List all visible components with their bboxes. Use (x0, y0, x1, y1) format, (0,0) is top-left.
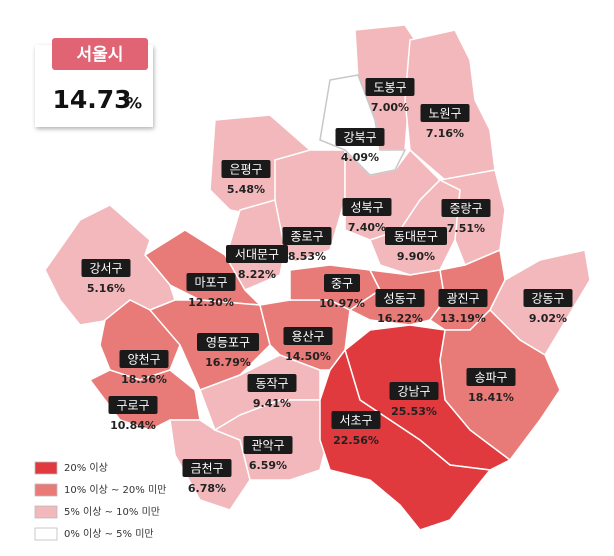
district-name: 도봉구 (373, 81, 406, 95)
district-name: 마포구 (194, 276, 227, 290)
district-value: 10.97% (319, 297, 365, 310)
district-value: 7.40% (348, 221, 386, 234)
legend-label: 0% 이상 ~ 5% 미만 (64, 528, 154, 540)
district-name: 성동구 (383, 292, 416, 306)
district-name-box (438, 289, 488, 307)
district-value: 18.41% (468, 391, 514, 404)
district-value: 7.51% (447, 222, 485, 235)
district-name: 송파구 (474, 371, 507, 385)
district-name: 강동구 (531, 292, 564, 306)
district-value: 14.50% (285, 350, 331, 363)
district-name: 중랑구 (449, 202, 482, 216)
district-name-box (226, 245, 288, 263)
district-value: 22.56% (333, 434, 379, 447)
legend-swatch (34, 483, 58, 497)
district-name-box (119, 350, 169, 368)
district-area (319, 74, 407, 176)
legend-swatch (34, 461, 58, 475)
summary-region: 서울시 (77, 45, 124, 65)
district-name-box (375, 289, 425, 307)
district-name-box (324, 274, 360, 292)
district-name: 서초구 (339, 414, 372, 428)
district-value: 12.30% (188, 296, 234, 309)
legend-swatch (34, 527, 58, 541)
summary-value: 14.73 (52, 85, 131, 114)
district-value: 13.19% (440, 312, 486, 325)
summary-ribbon (52, 38, 148, 70)
district-name: 중구 (331, 277, 353, 291)
district-name: 용산구 (291, 330, 324, 344)
district-name: 강남구 (397, 385, 430, 399)
district-value: 9.41% (253, 397, 291, 410)
district-value: 5.48% (227, 183, 265, 196)
district-value: 8.22% (238, 268, 276, 281)
district-value: 8.53% (288, 250, 326, 263)
district-name-box (182, 459, 232, 477)
legend-swatch (34, 505, 58, 519)
district-name-box (197, 333, 259, 351)
district-name-box (441, 199, 491, 217)
legend-label: 5% 이상 ~ 10% 미만 (64, 506, 160, 518)
district-name: 영등포구 (206, 336, 250, 350)
district-name-box (108, 396, 158, 414)
district-name-box (365, 78, 415, 96)
district-value: 9.02% (529, 312, 567, 325)
district-name-box (283, 327, 333, 345)
district-name: 강서구 (89, 262, 122, 276)
district-name-box (186, 273, 236, 291)
district-name-box (335, 128, 385, 146)
legend-label: 10% 이상 ~ 20% 미만 (64, 484, 166, 496)
district-name-box (342, 198, 392, 216)
district-name-box (243, 436, 293, 454)
district-name-box (247, 374, 297, 392)
district-area (319, 348, 492, 531)
district-value: 5.16% (87, 282, 125, 295)
district-name: 노원구 (428, 107, 461, 121)
district-name: 성북구 (350, 201, 383, 215)
district-value: 18.36% (121, 373, 167, 386)
district-name: 서대문구 (235, 248, 279, 262)
district-name: 동작구 (255, 377, 288, 391)
district-name-box (389, 382, 439, 400)
district-name: 관악구 (251, 439, 284, 453)
district-name: 금천구 (190, 461, 223, 476)
district-name-box (282, 227, 332, 245)
district-name: 양천구 (127, 352, 160, 367)
district-value: 7.16% (426, 127, 464, 140)
district-value: 10.84% (110, 419, 156, 432)
district-name-box (466, 368, 516, 386)
regions (44, 24, 591, 531)
district-value: 16.22% (377, 312, 423, 325)
district-name: 동대문구 (394, 230, 438, 244)
district-name-box (523, 289, 573, 307)
district-value: 6.78% (188, 482, 226, 495)
district-value: 6.59% (249, 459, 287, 472)
district-value: 9.90% (397, 250, 435, 263)
district-name-box (385, 227, 447, 245)
legend: 20% 이상 10% 이상 ~ 20% 미만 5% 이상 ~ 10% 미만 0% 이상… (34, 461, 166, 541)
district-name: 구로구 (116, 399, 149, 413)
district-value: 7.00% (371, 101, 409, 114)
district-name-box (81, 259, 131, 277)
labels: 도봉구 7.00% 노원구 7.16% 은평구 5.48% 종로구 8.53% 성북구 7.40%… (81, 78, 573, 495)
district-name-box (420, 104, 470, 122)
district-name: 강북구 (343, 131, 376, 145)
district-value: 4.09% (341, 151, 379, 164)
district-value: 25.53% (391, 405, 437, 418)
legend-label: 20% 이상 (64, 462, 108, 474)
district-name: 은평구 (229, 163, 262, 177)
district-name: 광진구 (446, 292, 479, 306)
district-name-box (331, 411, 381, 429)
district-name: 종로구 (290, 230, 323, 244)
district-name-box (221, 160, 271, 178)
summary-unit: % (126, 94, 142, 113)
district-value: 16.79% (205, 356, 251, 369)
